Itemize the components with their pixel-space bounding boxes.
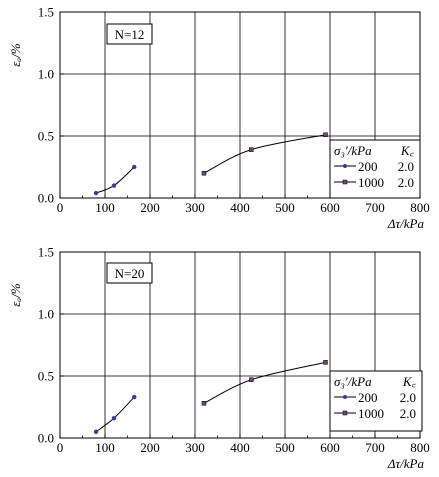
y-axis-label: εₐ/% [8,283,23,307]
x-axis-label: Δτ/kPa [387,456,425,471]
y-tick-label: 1.5 [38,5,54,20]
x-tick-label: 500 [275,200,295,215]
y-tick-label: 1.5 [38,245,54,260]
series-line-200 [95,166,135,194]
point-200 [132,394,137,400]
chart-panel-2: 0 100 200 300 400 500 600 700 800 0.0 0.5 1.0 1.5 Δτ/… [8,245,430,472]
y-tick-label: 0.0 [38,191,54,206]
legend-header-kc: K꜀ [400,143,415,158]
point-1000 [249,147,254,152]
x-tick-label: 0 [57,440,64,455]
annotation-box [106,262,153,284]
y-tick-label: 0.5 [38,129,54,144]
series-line-200 [95,396,135,433]
x-tick-label: 200 [140,440,160,455]
annotation-label: N=12 [115,27,145,42]
y-axis-label: εₐ/% [8,43,23,67]
legend-marker [342,410,348,416]
point-200 [93,190,99,196]
legend-header-stress: σ₃′/kPa [334,374,372,389]
legend-series-kc: 2.0 [400,390,416,405]
x-tick-label: 700 [365,440,385,455]
x-tick-label: 400 [230,200,250,215]
x-tick-label: 600 [320,200,340,215]
point-200 [132,164,137,170]
point-200 [111,183,117,188]
legend-series-kc: 2.0 [398,175,414,190]
x-tick-label: 300 [185,440,205,455]
legend-header-stress: σ₃′/kPa [334,143,372,158]
legend-box [329,139,421,199]
y-tick-label: 0.5 [38,369,54,384]
chart-panel-1: 0 100 200 300 400 500 600 700 800 0.0 0.5 1.0 1.5 Δτ/… [8,5,430,232]
x-tick-label: 700 [365,200,385,215]
legend-header-kc: K꜀ [402,374,417,389]
legend-series-name: 200 [358,390,378,405]
x-tick-label: 500 [275,440,295,455]
annotation-box [106,23,153,45]
series-line-1000 [203,361,326,404]
point-1000 [201,170,207,176]
point-1000 [201,401,207,406]
legend-series-name: 1000 [358,175,384,190]
y-tick-label: 1.0 [38,307,54,322]
legend-series-name: 200 [358,159,378,174]
legend-marker [343,395,347,399]
annotation-label: N=20 [115,266,145,281]
x-tick-label: 800 [410,440,430,455]
x-tick-label: 400 [230,440,250,455]
legend-marker [343,164,347,168]
legend-series-kc: 2.0 [400,406,416,421]
point-1000 [323,360,328,365]
x-tick-label: 600 [320,440,340,455]
y-tick-label: 1.0 [38,67,54,82]
legend-box [329,370,423,432]
legend-marker [342,179,348,185]
x-axis-label: Δτ/kPa [387,216,425,231]
x-tick-label: 0 [57,200,64,215]
point-200 [111,415,117,421]
y-tick-label: 0.0 [38,431,54,446]
series-line-1000 [203,134,326,174]
legend-series-kc: 2.0 [398,159,414,174]
point-1000 [323,132,328,138]
x-tick-label: 100 [95,440,115,455]
point-200 [93,429,99,434]
point-1000 [249,377,254,382]
x-tick-label: 300 [185,200,205,215]
x-tick-label: 800 [410,200,430,215]
x-tick-label: 100 [95,200,115,215]
x-tick-label: 200 [140,200,160,215]
legend-series-name: 1000 [358,406,384,421]
